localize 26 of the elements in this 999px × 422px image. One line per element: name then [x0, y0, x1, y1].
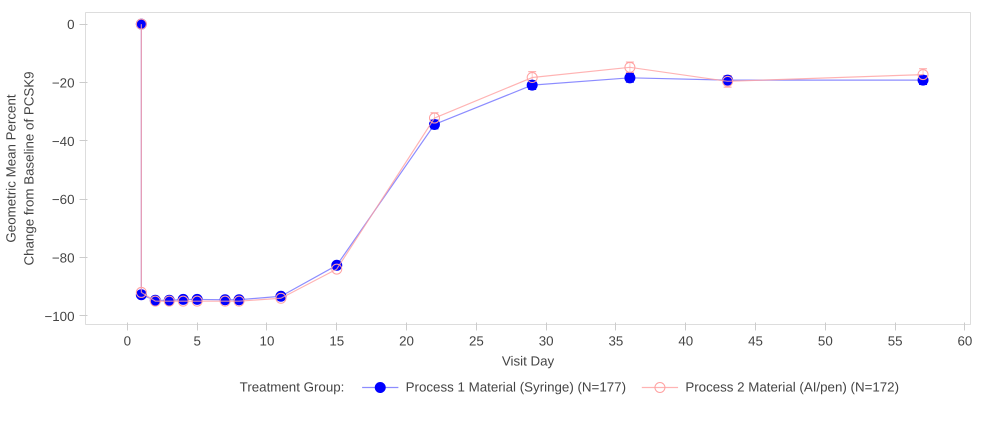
- x-tick-label: 15: [329, 334, 344, 348]
- x-tick-label: 50: [818, 334, 833, 348]
- y-tick-label: −20: [52, 75, 74, 90]
- legend-label: Process 2 Material (AI/pen) (N=172): [685, 380, 900, 394]
- x-tick-label: 10: [260, 334, 274, 348]
- x-tick-label: 25: [468, 334, 484, 348]
- x-tick-label: 45: [748, 334, 763, 348]
- point: [331, 264, 342, 275]
- x-axis-title: Visit Day: [502, 354, 555, 368]
- y-tick-label: −80: [52, 250, 74, 266]
- x-tick-label: 0: [124, 334, 132, 348]
- x-tick-label: 20: [399, 334, 414, 348]
- y-tick-label: 0: [67, 17, 75, 32]
- x-tick-label: 35: [608, 334, 624, 348]
- x-tick-label: 30: [538, 334, 554, 348]
- point: [136, 286, 147, 298]
- legend-title: Treatment Group:: [240, 380, 344, 394]
- y-axis-title: Geometric Mean Percent Change from Baseline of PCSK9: [3, 71, 36, 266]
- legend-label: Process 1 Material (Syringe) (N=177): [406, 380, 626, 394]
- x-tick-label: 5: [193, 334, 201, 348]
- y-tick-label: −60: [52, 192, 74, 208]
- y-tick-label: −40: [52, 134, 74, 149]
- x-tick-label: 40: [678, 334, 694, 348]
- y-tick-label: −100: [44, 308, 75, 324]
- x-tick-label: 55: [888, 334, 903, 348]
- x-tick-label: 60: [958, 334, 972, 348]
